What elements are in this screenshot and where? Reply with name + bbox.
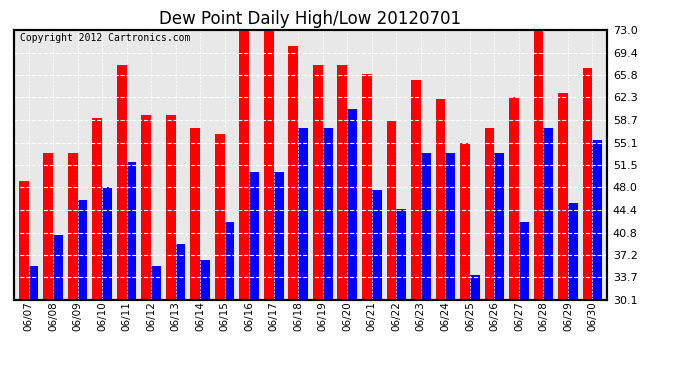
- Title: Dew Point Daily High/Low 20120701: Dew Point Daily High/Low 20120701: [159, 10, 462, 28]
- Bar: [249, 172, 259, 300]
- Bar: [43, 153, 53, 300]
- Bar: [558, 93, 568, 300]
- Bar: [396, 209, 406, 300]
- Bar: [126, 162, 137, 300]
- Bar: [298, 128, 308, 300]
- Bar: [77, 200, 88, 300]
- Bar: [176, 244, 186, 300]
- Bar: [495, 153, 504, 300]
- Bar: [593, 140, 602, 300]
- Bar: [92, 118, 102, 300]
- Bar: [141, 115, 151, 300]
- Bar: [200, 260, 210, 300]
- Bar: [544, 128, 553, 300]
- Bar: [509, 98, 519, 300]
- Bar: [166, 115, 176, 300]
- Bar: [445, 153, 455, 300]
- Bar: [274, 172, 284, 300]
- Bar: [582, 68, 593, 300]
- Bar: [421, 153, 431, 300]
- Bar: [435, 99, 445, 300]
- Bar: [337, 64, 347, 300]
- Bar: [190, 128, 200, 300]
- Bar: [386, 121, 396, 300]
- Bar: [347, 109, 357, 300]
- Bar: [102, 188, 112, 300]
- Bar: [470, 276, 480, 300]
- Bar: [53, 234, 63, 300]
- Bar: [484, 128, 495, 300]
- Text: Copyright 2012 Cartronics.com: Copyright 2012 Cartronics.com: [20, 33, 190, 43]
- Bar: [151, 266, 161, 300]
- Bar: [313, 64, 323, 300]
- Bar: [68, 153, 77, 300]
- Bar: [411, 80, 421, 300]
- Bar: [372, 190, 382, 300]
- Bar: [362, 74, 372, 300]
- Bar: [19, 181, 28, 300]
- Bar: [323, 128, 333, 300]
- Bar: [28, 266, 39, 300]
- Bar: [288, 46, 298, 300]
- Bar: [225, 222, 235, 300]
- Bar: [533, 30, 544, 300]
- Bar: [215, 134, 225, 300]
- Bar: [568, 203, 578, 300]
- Bar: [239, 30, 249, 300]
- Bar: [460, 143, 470, 300]
- Bar: [117, 64, 126, 300]
- Bar: [519, 222, 529, 300]
- Bar: [264, 30, 274, 300]
